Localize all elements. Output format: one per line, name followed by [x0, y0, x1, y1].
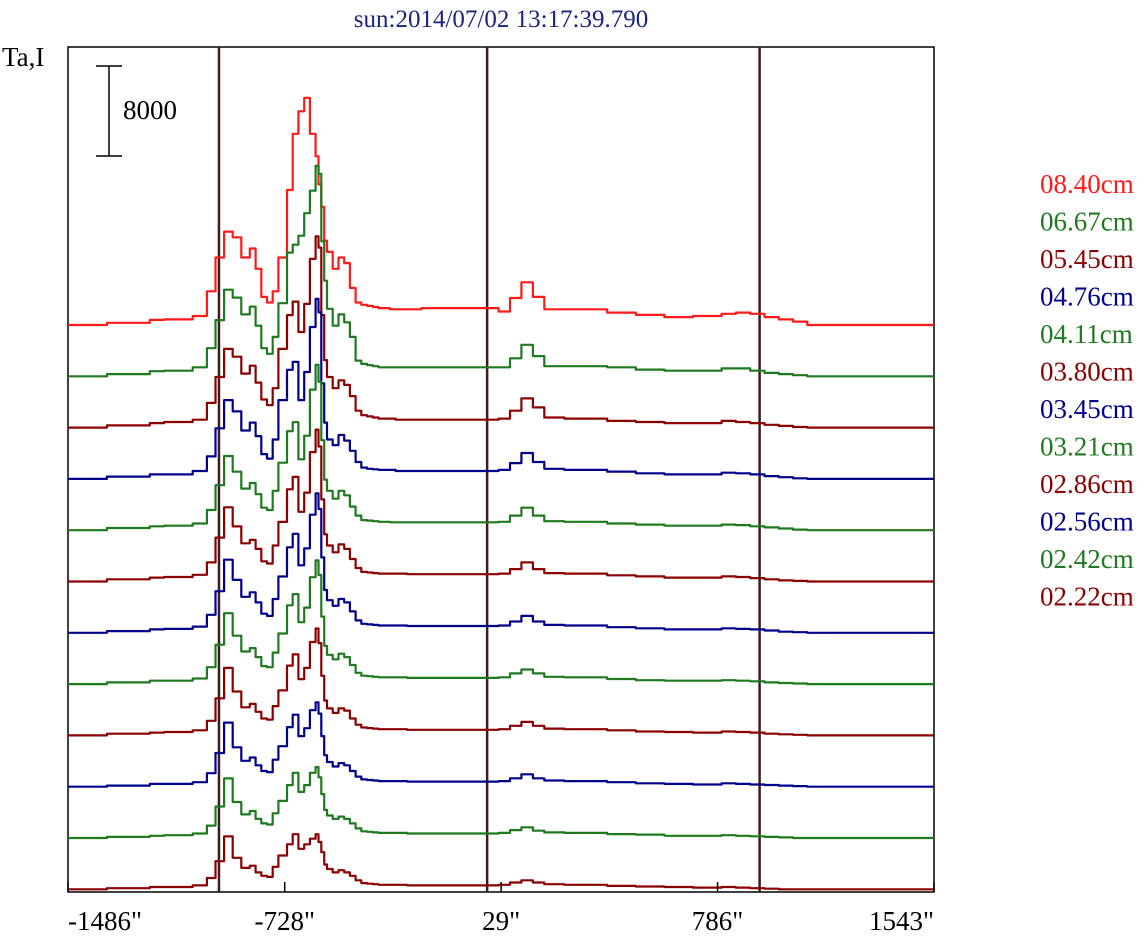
series-line-02.56cm: [68, 701, 934, 788]
legend-entry-03.80cm: 03.80cm: [1040, 357, 1134, 387]
series-line-06.67cm: [68, 164, 934, 378]
legend-entry-02.56cm: 02.56cm: [1040, 507, 1134, 537]
legend-entry-06.67cm: 06.67cm: [1040, 207, 1134, 237]
series-line-02.86cm: [68, 627, 934, 737]
chart-title: sun:2014/07/02 13:17:39.790: [354, 6, 648, 33]
x-tick-label: -1486": [68, 906, 142, 936]
legend-entry-04.11cm: 04.11cm: [1040, 319, 1133, 349]
series-layer: [68, 96, 934, 891]
x-tick-label: 786": [692, 906, 744, 936]
series-line-08.40cm: [68, 96, 934, 327]
legend-entry-03.21cm: 03.21cm: [1040, 432, 1134, 462]
series-line-03.45cm: [68, 492, 934, 634]
y-axis-label: Ta,I: [2, 42, 44, 72]
legend-entry-03.45cm: 03.45cm: [1040, 394, 1134, 424]
x-tick-label: -728": [254, 906, 315, 936]
legend-entry-08.40cm: 08.40cm: [1040, 169, 1134, 199]
scale-bar-label: 8000: [123, 95, 177, 125]
series-line-05.45cm: [68, 235, 934, 429]
series-line-02.22cm: [68, 833, 934, 891]
legend-entry-02.86cm: 02.86cm: [1040, 469, 1134, 499]
legend-entry-02.22cm: 02.22cm: [1040, 582, 1134, 612]
vertical-markers: [217, 47, 761, 892]
series-line-03.21cm: [68, 559, 934, 686]
legend-entry-05.45cm: 05.45cm: [1040, 244, 1134, 274]
series-line-02.42cm: [68, 765, 934, 840]
series-line-04.76cm: [68, 297, 934, 480]
legend-entry-04.76cm: 04.76cm: [1040, 282, 1134, 312]
series-line-03.80cm: [68, 428, 934, 583]
legend: 08.40cm 06.67cm 05.45cm 04.76cm 04.11cm 03.80…: [1040, 169, 1134, 612]
legend-entry-02.42cm: 02.42cm: [1040, 544, 1134, 574]
x-tick-label: 29": [482, 906, 520, 936]
x-tick-label: 1543": [869, 906, 934, 936]
x-axis-ticks: -1486" -728" 29" 786" 1543": [67, 882, 935, 936]
series-line-04.11cm: [68, 363, 934, 532]
scale-bar: 8000: [96, 65, 177, 157]
